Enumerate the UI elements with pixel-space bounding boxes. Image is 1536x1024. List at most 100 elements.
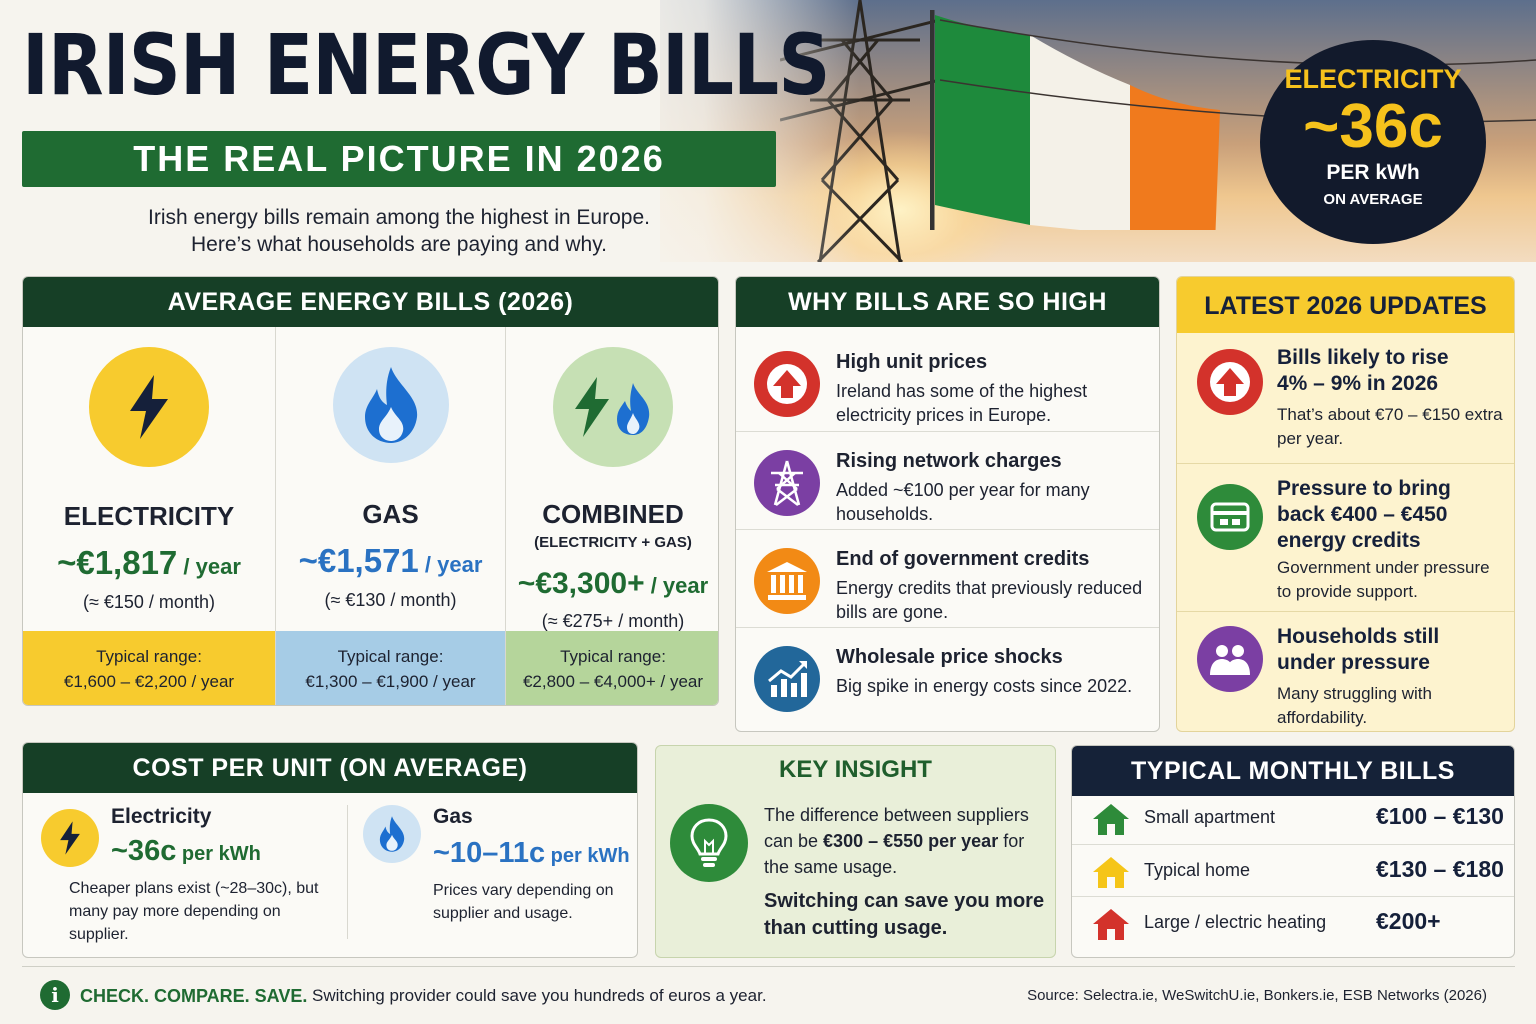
why-high-panel: WHY BILLS ARE SO HIGH High unit prices I…	[735, 276, 1160, 732]
why-desc: Energy credits that previously reduced b…	[836, 578, 1143, 622]
footer-text: Switching provider could save you hundre…	[312, 986, 767, 1005]
average-bills-panel: AVERAGE ENERGY BILLS (2026) ELECTRICITY …	[22, 276, 719, 706]
lightning-icon	[89, 347, 209, 467]
update-title: Pressure to bring back €400 – €450 energ…	[1277, 477, 1451, 552]
why-title: Wholesale price shocks	[836, 646, 1063, 668]
why-desc: Big spike in energy costs since 2022.	[836, 676, 1133, 696]
electricity-price-badge: ELECTRICITY ~36c PER kWh ON AVERAGE	[1260, 40, 1486, 244]
range-box: Typical range: €2,800 – €4,000+ / year	[506, 631, 718, 705]
key-insight-tip: Switching can save you more than cutting…	[764, 890, 1045, 939]
bill-column-electricity: ELECTRICITY ~€1,817 / year (≈ €150 / mon…	[23, 327, 275, 705]
updates-panel: LATEST 2026 UPDATES Bills likely to rise…	[1176, 276, 1515, 732]
update-desc: That’s about €70 – €150 extra per year.	[1277, 405, 1503, 448]
why-item: High unit prices Ireland has some of the…	[736, 333, 1159, 431]
update-item: Bills likely to rise 4% – 9% in 2026 Tha…	[1177, 333, 1514, 463]
update-item: Pressure to bring back €400 – €450 energ…	[1177, 463, 1514, 611]
footer: i CHECK. COMPARE. SAVE. Switching provid…	[22, 966, 1515, 1024]
monthly-value: €100 – €130	[1376, 803, 1504, 829]
monthly-label: Small apartment	[1144, 807, 1276, 827]
range-label: Typical range:	[96, 647, 202, 666]
why-high-heading: WHY BILLS ARE SO HIGH	[736, 277, 1159, 327]
update-title: Households still under pressure	[1277, 625, 1440, 674]
why-title: Rising network charges	[836, 450, 1062, 472]
monthly-label: Large / electric heating	[1144, 912, 1327, 932]
subtitle-bar: THE REAL PICTURE IN 2026	[22, 131, 776, 187]
page-subtitle: THE REAL PICTURE IN 2026	[133, 138, 665, 179]
cpu-electricity-desc: Cheaper plans exist (~28–30c), but many …	[69, 880, 319, 943]
why-title: High unit prices	[836, 351, 988, 373]
bill-column-combined: COMBINED (ELECTRICITY + GAS) ~€3,300+ / …	[505, 327, 718, 705]
monthly-bills-heading: TYPICAL MONTHLY BILLS	[1072, 746, 1514, 796]
badge-note: ON AVERAGE	[1323, 191, 1423, 208]
update-item: Households still under pressure Many str…	[1177, 611, 1514, 731]
arrow-up-icon	[754, 351, 820, 417]
cpu-gas-name: Gas	[433, 805, 473, 828]
why-item: End of government credits Energy credits…	[736, 529, 1159, 627]
why-desc: Ireland has some of the highest electric…	[836, 381, 1088, 425]
bill-value: ~€1,571 / year	[298, 542, 483, 579]
bill-sub: (ELECTRICITY + GAS)	[534, 534, 692, 551]
range-box: Typical range: €1,600 – €2,200 / year	[23, 631, 275, 705]
source-text: Source: Selectra.ie, WeSwitchU.ie, Bonke…	[1027, 987, 1487, 1004]
bill-monthly: (≈ €150 / month)	[83, 592, 215, 612]
key-insight-text: The difference between suppliers can be …	[764, 805, 1029, 877]
bill-name: ELECTRICITY	[63, 501, 235, 531]
monthly-value: €130 – €180	[1376, 856, 1504, 882]
house-icon	[1093, 909, 1129, 940]
bill-name: GAS	[362, 499, 419, 529]
intro-line-1: Irish energy bills remain among the high…	[148, 206, 650, 229]
range-value: €2,800 – €4,000+ / year	[522, 672, 704, 691]
cpu-electricity-value: ~36c per kWh	[111, 835, 261, 867]
update-desc: Many struggling with affordability.	[1277, 684, 1432, 727]
range-label: Typical range:	[337, 647, 444, 666]
house-icon	[1093, 804, 1129, 835]
badge-value: ~36c	[1303, 92, 1443, 161]
bill-name: COMBINED	[542, 499, 684, 529]
divider	[347, 805, 348, 939]
why-title: End of government credits	[836, 548, 1090, 570]
pylon-icon	[754, 450, 820, 516]
monthly-row: Typical home €130 – €180	[1072, 844, 1514, 896]
monthly-bills-panel: TYPICAL MONTHLY BILLS Small apartment €1…	[1071, 745, 1515, 958]
average-bills-heading: AVERAGE ENERGY BILLS (2026)	[23, 277, 718, 327]
house-icon	[1093, 857, 1129, 888]
bill-value: ~€1,817 / year	[57, 544, 241, 581]
update-title: Bills likely to rise 4% – 9% in 2026	[1277, 346, 1449, 395]
range-box: Typical range: €1,300 – €1,900 / year	[276, 631, 505, 705]
page-title: IRISH ENERGY BILLS	[22, 16, 830, 114]
info-icon: i	[40, 980, 70, 1010]
monthly-row: Large / electric heating €200+	[1072, 896, 1514, 948]
range-value: €1,300 – €1,900 / year	[305, 672, 476, 691]
header: IRISH ENERGY BILLS THE REAL PICTURE IN 2…	[0, 0, 1536, 262]
bill-monthly: (≈ €275+ / month)	[541, 611, 685, 631]
key-insight-panel: KEY INSIGHT The difference between suppl…	[655, 745, 1056, 958]
people-icon	[1197, 626, 1263, 692]
why-item: Rising network charges Added ~€100 per y…	[736, 431, 1159, 529]
cash-icon	[1197, 484, 1263, 550]
why-item: Wholesale price shocks Big spike in ener…	[736, 627, 1159, 725]
lightning-flame-icon	[553, 347, 673, 467]
government-building-icon	[754, 548, 820, 614]
lightbulb-icon	[670, 804, 748, 882]
arrow-up-icon	[1197, 349, 1263, 415]
monthly-value: €200+	[1376, 908, 1441, 934]
update-desc: Government under pressure to provide sup…	[1277, 558, 1490, 601]
chart-up-icon	[754, 646, 820, 712]
intro-line-2: Here’s what households are paying and wh…	[191, 233, 607, 256]
monthly-row: Small apartment €100 – €130	[1072, 792, 1514, 844]
cost-per-unit-panel: COST PER UNIT (ON AVERAGE) Electricity ~…	[22, 742, 638, 958]
range-label: Typical range:	[560, 647, 666, 666]
lightning-icon	[41, 809, 99, 867]
monthly-label: Typical home	[1144, 860, 1251, 880]
bill-column-gas: GAS ~€1,571 / year (≈ €130 / month) Typi…	[275, 327, 505, 705]
key-insight-heading: KEY INSIGHT	[779, 756, 932, 783]
flame-icon	[332, 347, 449, 463]
cpu-gas-desc: Prices vary depending on supplier and us…	[433, 882, 614, 922]
badge-label: ELECTRICITY	[1284, 64, 1462, 94]
bill-monthly: (≈ €130 / month)	[324, 590, 457, 610]
cpu-electricity-name: Electricity	[111, 805, 212, 828]
badge-unit: PER kWh	[1326, 161, 1420, 184]
intro-text: Irish energy bills remain among the high…	[22, 204, 776, 258]
irish-flag	[930, 10, 1220, 230]
why-desc: Added ~€100 per year for many households…	[836, 480, 1090, 524]
